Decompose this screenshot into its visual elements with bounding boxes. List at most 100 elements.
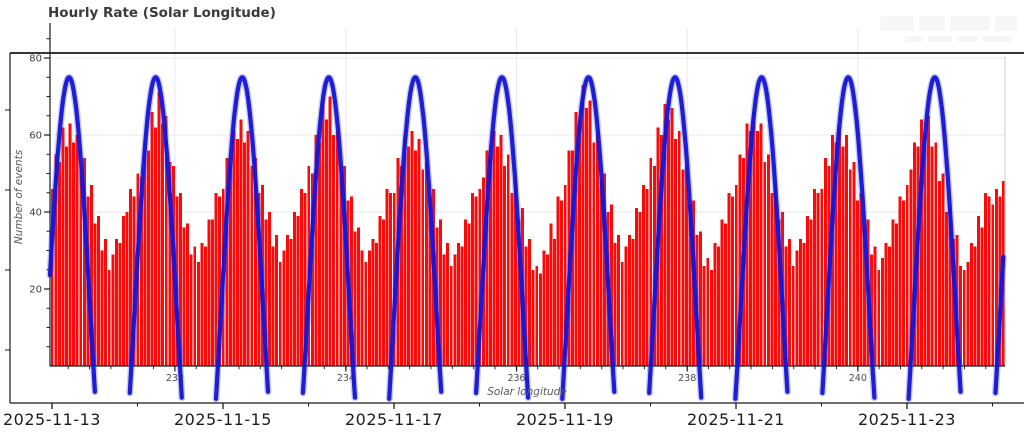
hour-bar	[122, 215, 125, 366]
hour-bar	[588, 100, 592, 366]
hour-bar	[674, 138, 678, 366]
hour-bar	[57, 161, 61, 366]
hour-bar	[617, 235, 621, 366]
hour-bar	[966, 262, 970, 366]
hour-bar	[784, 246, 788, 366]
hour-bar	[684, 165, 688, 366]
hour-bar	[848, 169, 852, 366]
hour-bar	[268, 212, 272, 366]
hour-bar	[139, 177, 143, 366]
hour-bar	[770, 192, 774, 366]
hour-bar	[734, 185, 738, 366]
hour-bar	[179, 192, 182, 366]
date-tick-label: 2025-11-13	[3, 410, 101, 429]
hour-bar	[125, 212, 129, 366]
hour-bar	[788, 238, 792, 366]
hour-bar	[934, 142, 938, 366]
hour-bar	[738, 154, 742, 366]
hour-bar	[143, 142, 147, 366]
hour-bar	[228, 165, 232, 366]
hour-bar	[802, 242, 806, 366]
hour-bar	[863, 227, 866, 366]
hour-bar	[912, 142, 916, 366]
hour-bar	[887, 246, 891, 366]
hour-bar	[610, 204, 614, 366]
hour-bar	[763, 161, 767, 366]
hour-bar	[944, 212, 948, 366]
hour-bar	[898, 196, 902, 366]
hour-bar	[620, 262, 624, 366]
hour-bar	[211, 219, 215, 366]
hour-bar	[257, 192, 261, 366]
model-curve	[46, 73, 1007, 403]
hour-bar	[168, 161, 172, 366]
hour-bar	[357, 227, 361, 366]
hour-bar	[107, 269, 111, 366]
sl-tick-label: 236	[507, 373, 525, 384]
hour-bar	[111, 254, 115, 366]
hour-bar	[275, 235, 279, 366]
hour-bar	[474, 196, 478, 366]
hour-bar	[485, 150, 489, 366]
hour-bar	[759, 123, 763, 366]
hour-bar	[727, 192, 731, 366]
hour-bar	[285, 235, 289, 366]
date-tick-label: 2025-11-21	[687, 410, 785, 429]
hour-bar	[855, 200, 859, 366]
hour-bar	[731, 196, 735, 366]
hour-bar	[713, 242, 717, 366]
hour-bar	[389, 192, 393, 366]
date-tick-label: 2025-11-19	[516, 410, 614, 429]
hour-bar	[927, 115, 931, 366]
hour-bar	[923, 135, 927, 366]
hour-bar	[264, 219, 268, 366]
hour-bar	[303, 192, 307, 366]
hour-bar	[991, 204, 995, 366]
hour-bar	[360, 250, 364, 366]
hour-bar	[756, 131, 760, 366]
sl-tick-label: 234	[337, 373, 355, 384]
hour-bar	[342, 165, 346, 366]
hour-bar	[421, 169, 425, 366]
hour-bar	[749, 131, 752, 366]
y-tick-label: 40	[29, 208, 42, 219]
hour-bar	[816, 192, 820, 366]
hour-bar	[407, 146, 410, 366]
hour-bar	[353, 231, 357, 366]
hour-bar	[239, 119, 243, 366]
hour-bar	[631, 238, 635, 366]
hour-bar	[716, 246, 720, 366]
hour-bar	[253, 158, 257, 366]
hour-bar	[97, 215, 101, 366]
hour-bar	[959, 265, 963, 366]
axes-and-ticks	[5, 23, 1006, 409]
hour-bar	[535, 265, 539, 366]
hour-bar	[795, 250, 799, 366]
hour-bar	[478, 188, 482, 366]
hour-bar	[823, 158, 827, 366]
hour-bar	[980, 227, 984, 366]
x-axis-label: Solar longitude	[487, 386, 567, 398]
hour-bar	[218, 196, 222, 366]
hour-bar	[635, 208, 638, 366]
hour-bar	[317, 142, 321, 366]
hour-bar	[385, 188, 389, 366]
y-tick-label: 80	[29, 54, 42, 65]
hour-bar	[282, 250, 286, 366]
hour-bar	[424, 161, 428, 366]
hour-bar	[859, 192, 863, 366]
hour-bar	[948, 204, 952, 366]
hour-bar	[895, 223, 899, 366]
hour-bar	[150, 111, 154, 367]
hour-bar	[834, 142, 838, 366]
hour-bar	[513, 181, 517, 366]
hour-bar	[813, 188, 817, 366]
hour-bar	[909, 169, 913, 366]
hour-bar	[613, 242, 617, 366]
hour-bar	[382, 219, 386, 366]
hour-bar	[820, 188, 824, 366]
hour-bar	[720, 219, 724, 366]
hour-bar	[65, 146, 68, 366]
hour-bar	[745, 123, 749, 366]
